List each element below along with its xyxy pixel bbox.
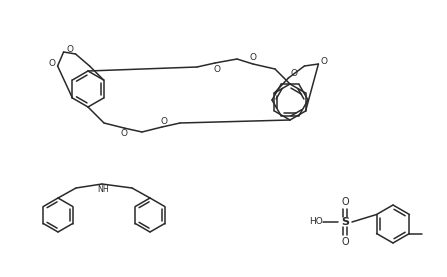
Text: HO: HO xyxy=(309,217,323,227)
Text: O: O xyxy=(66,45,73,53)
Text: O: O xyxy=(291,70,298,78)
Text: O: O xyxy=(341,237,349,247)
Text: O: O xyxy=(48,60,55,68)
Text: O: O xyxy=(321,57,328,65)
Text: S: S xyxy=(341,217,349,227)
Text: O: O xyxy=(214,65,220,73)
Text: O: O xyxy=(249,53,257,63)
Text: O: O xyxy=(341,197,349,207)
Text: NH: NH xyxy=(97,184,109,194)
Text: O: O xyxy=(121,130,127,138)
Text: O: O xyxy=(160,117,168,125)
